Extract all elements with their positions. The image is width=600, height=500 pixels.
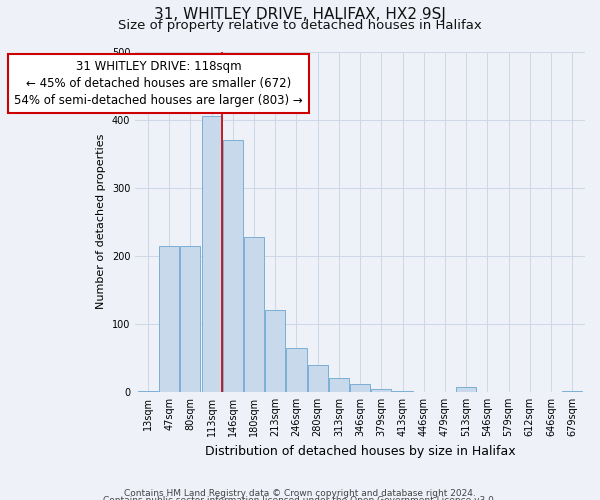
Bar	[562, 390, 583, 392]
Y-axis label: Number of detached properties: Number of detached properties	[97, 134, 106, 310]
Bar	[286, 348, 307, 392]
Bar	[371, 388, 391, 392]
Bar	[329, 378, 349, 392]
Bar	[159, 246, 179, 392]
Text: Contains public sector information licensed under the Open Government Licence v3: Contains public sector information licen…	[103, 496, 497, 500]
Text: 31 WHITLEY DRIVE: 118sqm
← 45% of detached houses are smaller (672)
54% of semi-: 31 WHITLEY DRIVE: 118sqm ← 45% of detach…	[14, 60, 303, 108]
Bar	[138, 390, 158, 392]
Bar	[244, 236, 264, 392]
Text: 31, WHITLEY DRIVE, HALIFAX, HX2 9SJ: 31, WHITLEY DRIVE, HALIFAX, HX2 9SJ	[154, 8, 446, 22]
Text: Contains HM Land Registry data © Crown copyright and database right 2024.: Contains HM Land Registry data © Crown c…	[124, 489, 476, 498]
Bar	[265, 310, 286, 392]
Text: Size of property relative to detached houses in Halifax: Size of property relative to detached ho…	[118, 19, 482, 32]
Bar	[223, 140, 243, 392]
Bar	[392, 390, 413, 392]
Bar	[308, 364, 328, 392]
Bar	[181, 246, 200, 392]
Bar	[350, 384, 370, 392]
X-axis label: Distribution of detached houses by size in Halifax: Distribution of detached houses by size …	[205, 444, 515, 458]
Bar	[456, 387, 476, 392]
Bar	[202, 116, 221, 392]
